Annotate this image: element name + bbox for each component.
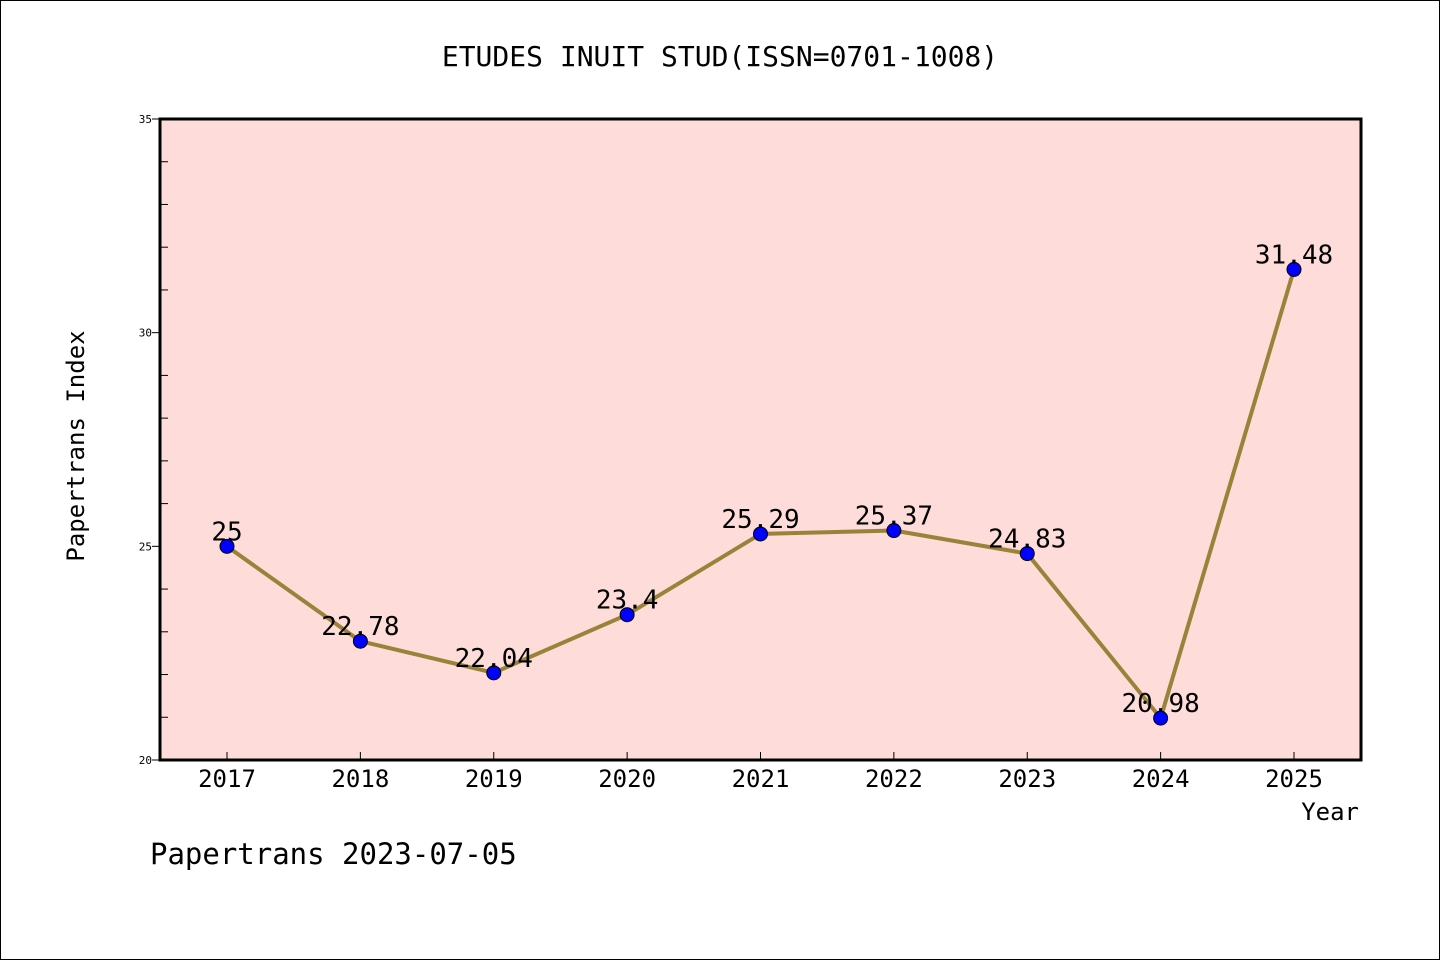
x-tick-label: 2025	[1265, 765, 1323, 793]
y-tick-label: 30	[139, 327, 152, 340]
x-tick-label: 2024	[1132, 765, 1190, 793]
data-label: 25.37	[855, 502, 933, 532]
data-point	[1286, 261, 1302, 277]
x-tick-label: 2020	[598, 765, 656, 793]
x-tick-label: 2023	[998, 765, 1056, 793]
data-label: 22.78	[321, 612, 399, 642]
data-point	[753, 526, 768, 542]
y-tick-label: 20	[139, 754, 152, 767]
plot-border	[158, 117, 1363, 762]
x-axis-label: Year	[1301, 798, 1359, 826]
data-label: 25.29	[721, 505, 799, 535]
data-label: 31.48	[1255, 240, 1333, 270]
x-tick-label: 2021	[732, 765, 790, 793]
x-tick-label: 2018	[331, 765, 389, 793]
data-point	[1153, 710, 1169, 726]
data-point	[619, 607, 635, 623]
x-axis-ticks: 2017 2018 2019 2020 2021 2022 2023 2024 2025	[198, 752, 1323, 793]
data-point	[219, 538, 235, 554]
data-label: 24.83	[988, 525, 1066, 555]
x-tick-label: 2022	[865, 765, 923, 793]
y-tick-label: 25	[139, 540, 152, 553]
plot-area	[160, 119, 1361, 760]
x-tick-label: 2017	[198, 765, 256, 793]
data-label: 25	[211, 517, 242, 547]
series-layer: 25 22.78 22.04 23.4 25.29 25.37 24.83 20.98 31.4…	[211, 240, 1333, 726]
y-axis-label: Papertrans Index	[62, 330, 90, 561]
data-label: 23.4	[596, 586, 659, 616]
chart-title: ETUDES INUIT STUD(ISSN=0701-1008)	[442, 40, 998, 73]
data-label: 20.98	[1121, 689, 1199, 719]
footer-text: Papertrans 2023-07-05	[150, 837, 517, 871]
data-point	[486, 665, 502, 681]
data-point	[886, 523, 902, 539]
x-tick-label: 2019	[465, 765, 523, 793]
data-point	[1019, 546, 1035, 562]
y-tick-label: 35	[139, 113, 152, 126]
data-point	[352, 633, 368, 649]
data-label: 22.04	[455, 644, 533, 674]
